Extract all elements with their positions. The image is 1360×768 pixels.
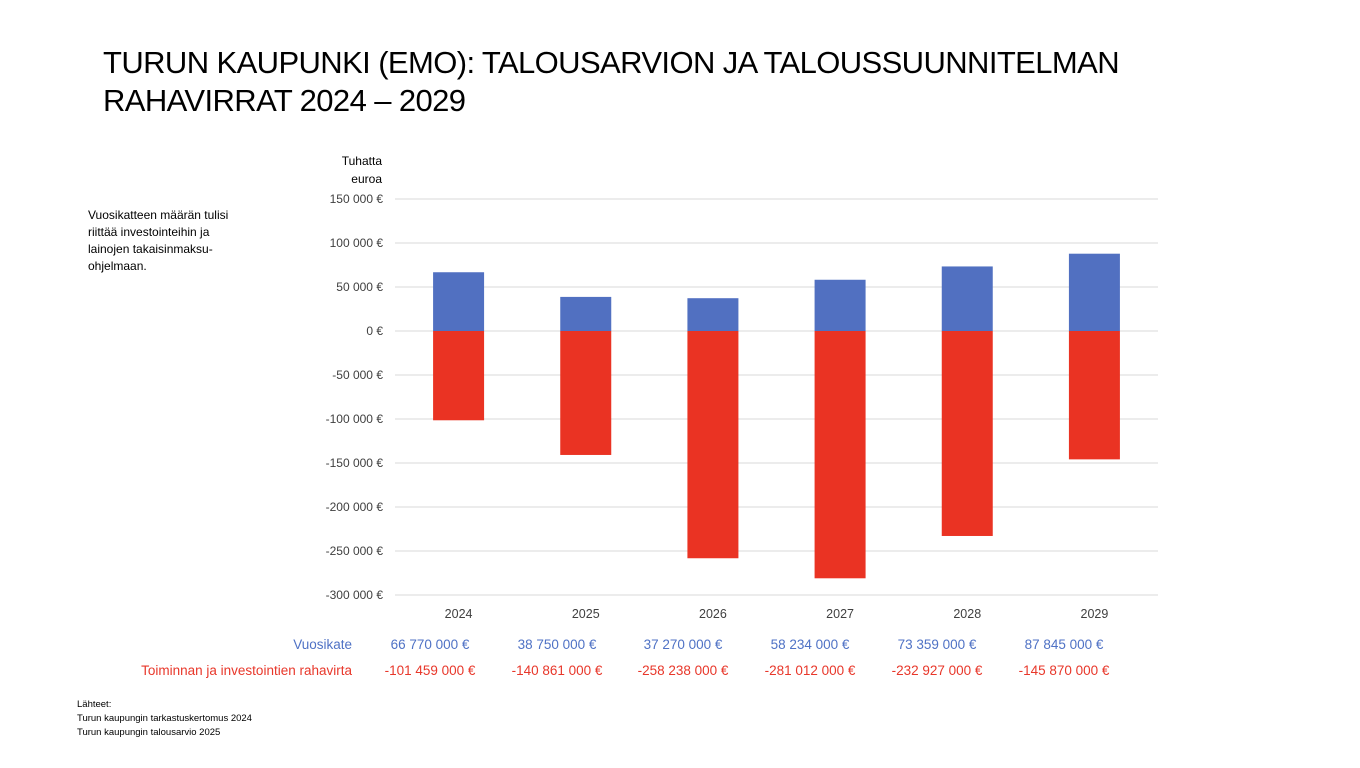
source-1: Turun kaupungin tarkastuskertomus 2024	[77, 713, 252, 724]
bar-vuosikate	[1068, 253, 1120, 331]
bar-rahavirta	[814, 331, 866, 579]
unit-line-2: euroa	[351, 172, 382, 186]
side-note: Vuosikatteen määrän tulisi riittää inves…	[88, 207, 258, 275]
x-tick-label: 2029	[1081, 607, 1109, 621]
bar-rahavirta	[433, 331, 485, 421]
table-cell-vuosikate-2029: 87 845 000 €	[1024, 637, 1104, 652]
y-tick-label: 100 000 €	[330, 236, 384, 250]
bar-vuosikate	[687, 298, 739, 331]
source-2: Turun kaupungin talousarvio 2025	[77, 727, 221, 738]
table-cell-rahavirta-2028: -232 927 000 €	[891, 663, 983, 678]
bar-vuosikate	[814, 279, 866, 331]
note-line-1: Vuosikatteen määrän tulisi	[88, 208, 229, 222]
title-line-2: RAHAVIRRAT 2024 – 2029	[103, 83, 466, 118]
note-line-2: riittää investointeihin ja	[88, 225, 210, 239]
y-tick-label: -250 000 €	[326, 544, 384, 558]
x-tick-label: 2028	[953, 607, 981, 621]
note-line-3: lainojen takaisinmaksu-	[88, 242, 213, 256]
y-tick-label: -50 000 €	[332, 368, 383, 382]
table-row-label-vuosikate: Vuosikate	[293, 637, 352, 652]
table-cell-rahavirta-2026: -258 238 000 €	[637, 663, 729, 678]
note-line-4: ohjelmaan.	[88, 259, 147, 273]
x-tick-label: 2027	[826, 607, 854, 621]
sources-heading: Lähteet:	[77, 699, 112, 710]
y-tick-label: 0 €	[366, 324, 383, 338]
y-tick-label: -200 000 €	[326, 500, 384, 514]
sources: Lähteet: Turun kaupungin tarkastuskertom…	[77, 698, 252, 740]
table-cell-vuosikate-2027: 58 234 000 €	[770, 637, 850, 652]
table-cell-rahavirta-2029: -145 870 000 €	[1018, 663, 1110, 678]
table-row-label-rahavirta: Toiminnan ja investointien rahavirta	[141, 663, 352, 678]
bar-chart: 150 000 € 100 000 € 50 000 € 0 € -50 000 € -1…	[326, 192, 1158, 621]
x-tick-label: 2026	[699, 607, 727, 621]
bar-vuosikate	[941, 266, 993, 331]
bar-vuosikate	[560, 296, 612, 331]
y-tick-label: -100 000 €	[326, 412, 384, 426]
table-cell-vuosikate-2026: 37 270 000 €	[643, 637, 723, 652]
bar-vuosikate	[433, 272, 485, 331]
bar-rahavirta	[1068, 331, 1120, 460]
page-title: TURUN KAUPUNKI (EMO): TALOUSARVION JA TA…	[103, 44, 1253, 120]
table-cell-vuosikate-2028: 73 359 000 €	[897, 637, 977, 652]
unit-line-1: Tuhatta	[341, 154, 382, 168]
x-tick-label: 2024	[445, 607, 473, 621]
bar-rahavirta	[687, 331, 739, 559]
table-cell-rahavirta-2027: -281 012 000 €	[764, 663, 856, 678]
bar-rahavirta	[941, 331, 993, 536]
y-tick-label: 50 000 €	[336, 280, 383, 294]
y-tick-label: 150 000 €	[330, 192, 384, 206]
table-cell-vuosikate-2024: 66 770 000 €	[390, 637, 470, 652]
bar-rahavirta	[560, 331, 612, 455]
y-tick-label: -300 000 €	[326, 588, 384, 602]
table-cell-vuosikate-2025: 38 750 000 €	[517, 637, 597, 652]
y-tick-label: -150 000 €	[326, 456, 384, 470]
table-cell-rahavirta-2025: -140 861 000 €	[511, 663, 603, 678]
table-cell-rahavirta-2024: -101 459 000 €	[384, 663, 476, 678]
y-axis-unit-label: Tuhatta euroa	[300, 152, 382, 188]
title-line-1: TURUN KAUPUNKI (EMO): TALOUSARVION JA TA…	[103, 45, 1120, 80]
x-tick-label: 2025	[572, 607, 600, 621]
